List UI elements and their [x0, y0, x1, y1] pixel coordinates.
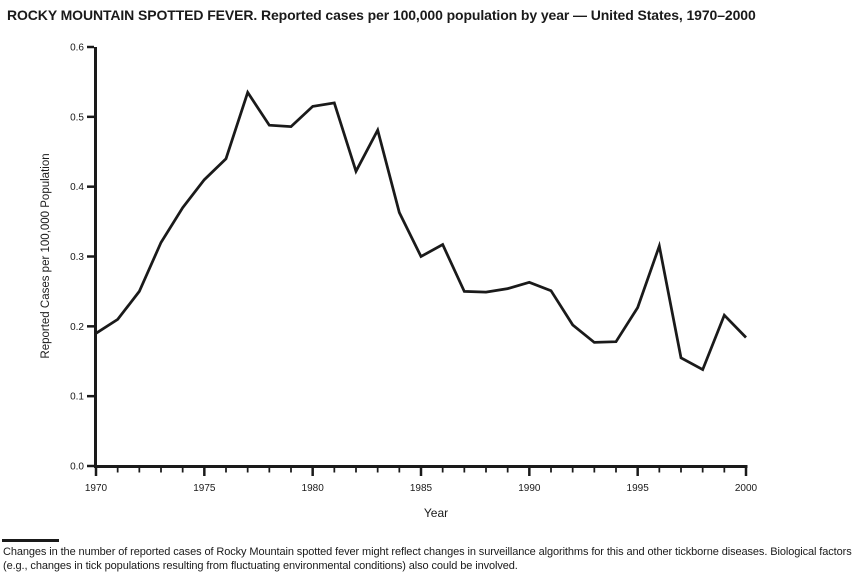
y-tick-label: 0.3	[70, 252, 84, 263]
footnote-text: Changes in the number of reported cases …	[3, 546, 852, 572]
x-tick-label: 1970	[85, 483, 108, 494]
x-axis-label: Year	[424, 506, 448, 520]
line-chart: 0.0 0.1 0.2 0.3 0.4 0.5 0.6 1970 1975 1980 1985 199…	[40, 43, 758, 521]
chart-title: ROCKY MOUNTAIN SPOTTED FEVER. Reported c…	[7, 7, 756, 23]
x-tick-label: 1985	[410, 483, 433, 494]
y-tick-label: 0.4	[70, 182, 84, 193]
x-tick-label: 1995	[627, 483, 650, 494]
footnote-rule	[2, 539, 59, 542]
y-tick-label: 0.0	[70, 462, 84, 473]
x-tick-label: 1990	[518, 483, 541, 494]
y-tick-label: 0.2	[70, 322, 84, 333]
x-tick-label: 1980	[302, 483, 325, 494]
y-tick-label: 0.1	[70, 392, 84, 403]
y-axis-label: Reported Cases per 100,000 Population	[40, 153, 52, 358]
y-tick-label: 0.6	[70, 43, 84, 54]
x-tick-label: 2000	[735, 483, 758, 494]
data-line	[95, 89, 747, 372]
x-tick-label: 1975	[193, 483, 216, 494]
y-tick-label: 0.5	[70, 112, 84, 123]
plot-area: 0.0 0.1 0.2 0.3 0.4 0.5 0.6 1970 1975 1980 1985 199…	[70, 43, 757, 495]
